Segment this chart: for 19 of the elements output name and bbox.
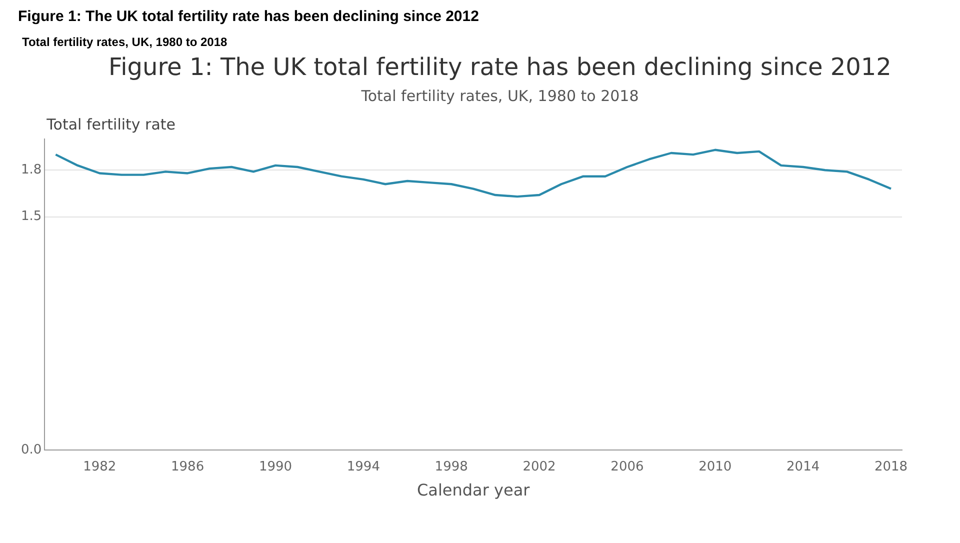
- x-tick-label: 1990: [258, 459, 292, 474]
- x-tick-label: 1986: [171, 459, 204, 474]
- x-tick-label: 1994: [346, 459, 380, 474]
- x-tick-label: 1998: [434, 459, 468, 474]
- chart-title: Figure 1: The UK total fertility rate has been declining since 2012: [108, 53, 892, 81]
- x-tick-label: 2014: [786, 459, 820, 474]
- text: Total fertility rates, UK, 1980 to 2018: [22, 35, 228, 49]
- y-tick-label: 1.5: [20, 209, 42, 224]
- x-tick-label: 2006: [610, 459, 644, 474]
- x-axis-title: Calendar year: [416, 480, 530, 500]
- y-tick-label: 1.8: [20, 162, 42, 178]
- y-axis-title: Total fertility rate: [46, 115, 176, 134]
- y-tick-label: 0.0: [20, 442, 42, 458]
- x-tick-label: 2018: [874, 459, 908, 474]
- x-tick-label: 2010: [698, 459, 732, 474]
- caption: Figure 1: The UK total fertility rate has been declining since 2012: [18, 8, 480, 25]
- x-tick-label: 1982: [83, 459, 116, 474]
- chart-subtitle: Total fertility rates, UK, 1980 to 2018: [360, 87, 640, 105]
- x-tick-label: 2002: [522, 459, 556, 474]
